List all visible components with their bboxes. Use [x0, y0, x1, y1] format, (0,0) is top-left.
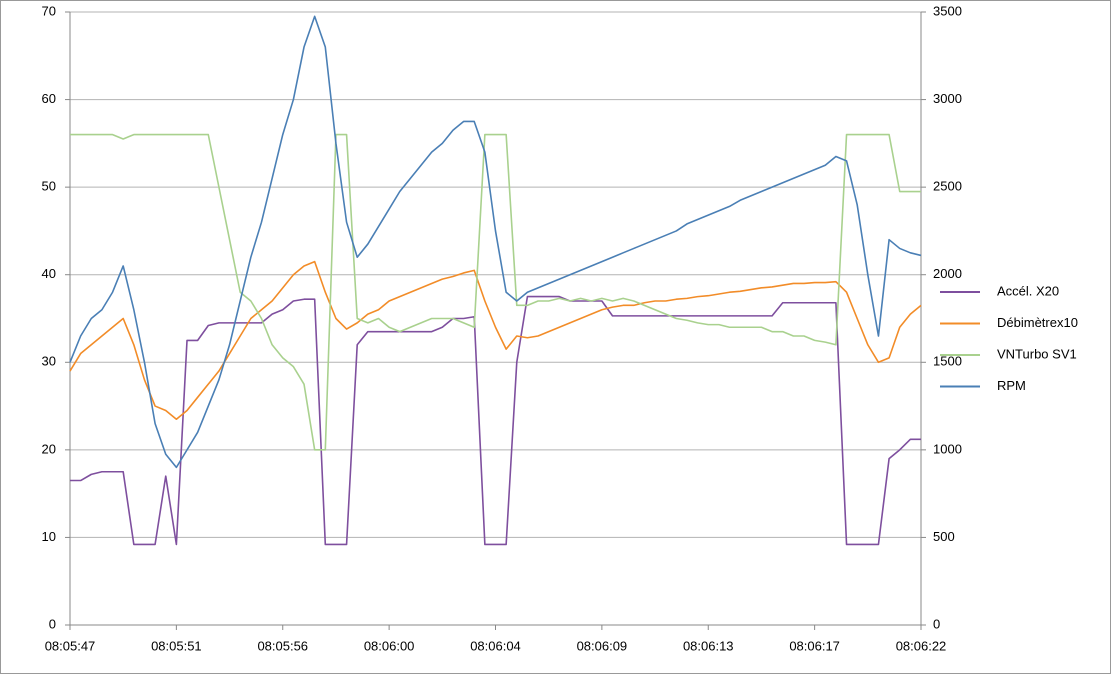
- x-tick-label: 08:06:17: [789, 638, 840, 653]
- legend-label: Accél. X20: [997, 283, 1059, 298]
- x-tick-label: 08:05:51: [151, 638, 202, 653]
- x-tick-label: 08:06:22: [896, 638, 947, 653]
- x-tick-label: 08:06:04: [470, 638, 521, 653]
- y-tick-label: 60: [42, 91, 56, 106]
- y-tick-label: 20: [42, 441, 56, 456]
- x-tick-label: 08:06:00: [364, 638, 415, 653]
- series-line: [69, 15, 922, 469]
- y-tick-label: 10: [42, 529, 56, 544]
- y-tick-label: 50: [42, 179, 56, 194]
- x-tick-label: 08:06:13: [683, 638, 734, 653]
- y-tick-label: 70: [42, 3, 56, 18]
- y2-tick-label: 3500: [933, 3, 962, 18]
- x-tick-label: 08:05:56: [257, 638, 308, 653]
- y2-tick-label: 500: [933, 529, 955, 544]
- x-tick-label: 08:06:09: [577, 638, 628, 653]
- y-tick-label: 0: [49, 616, 56, 631]
- y2-tick-label: 1500: [933, 354, 962, 369]
- y-tick-label: 30: [42, 354, 56, 369]
- series-line: [69, 260, 922, 421]
- y2-tick-label: 2000: [933, 266, 962, 281]
- series-line: [70, 295, 921, 546]
- legend-label: Débimètrex10: [997, 315, 1078, 330]
- legend-label: RPM: [997, 378, 1026, 393]
- y-tick-label: 40: [42, 266, 56, 281]
- legend-label: VNTurbo SV1: [997, 346, 1077, 361]
- y2-tick-label: 3000: [933, 91, 962, 106]
- y2-tick-label: 0: [933, 616, 940, 631]
- y2-tick-label: 2500: [933, 179, 962, 194]
- series-line: [70, 133, 921, 451]
- x-tick-label: 08:05:47: [45, 638, 96, 653]
- y2-tick-label: 1000: [933, 441, 962, 456]
